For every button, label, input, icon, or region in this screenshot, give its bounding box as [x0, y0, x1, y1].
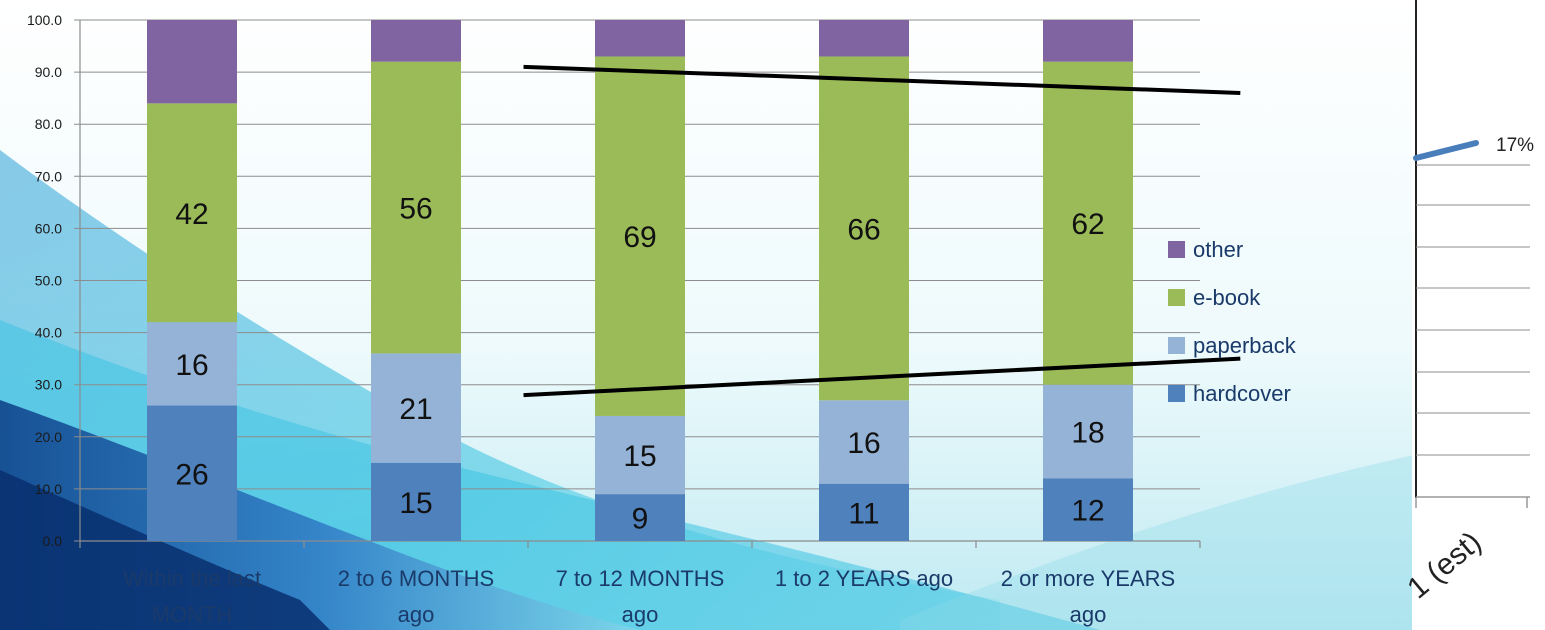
legend-label-e-book: e-book — [1193, 285, 1261, 310]
y-tick-label: 10.0 — [35, 481, 62, 497]
legend-swatch-e-book — [1168, 289, 1185, 306]
y-tick-label: 0.0 — [43, 533, 63, 549]
bar-segment-other — [595, 20, 685, 57]
bar-segment-other — [371, 20, 461, 62]
y-tick-label: 70.0 — [35, 168, 62, 184]
data-label-paperback: 15 — [623, 440, 656, 473]
category-label: ago — [398, 602, 435, 627]
bar-segment-other — [147, 20, 237, 104]
bar-segment-e-book — [371, 61, 461, 354]
bar-segment-other — [819, 20, 909, 57]
bar-segment-paperback — [147, 322, 237, 406]
data-label-e-book: 66 — [847, 213, 880, 246]
y-axis-ticks: 0.0 10.0 20.0 30.0 40.0 50.0 60.0 70.0 80.0 90.0 1… — [27, 12, 62, 549]
data-label-e-book: 69 — [623, 221, 656, 254]
data-label-paperback: 21 — [399, 393, 432, 426]
side-axis-label: 1 (est) — [1401, 525, 1487, 605]
bar-segment-paperback — [595, 415, 685, 495]
bar-segment-e-book — [819, 56, 909, 401]
y-tick-label: 20.0 — [35, 429, 62, 445]
legend-label-hardcover: hardcover — [1193, 381, 1291, 406]
y-tick-label: 90.0 — [35, 64, 62, 80]
bar-segment-e-book — [1043, 61, 1133, 385]
side-gridlines — [1416, 164, 1530, 456]
y-tick-label: 60.0 — [35, 220, 62, 236]
bar-segment-hardcover — [147, 405, 237, 541]
category-label: 2 or more YEARS — [1001, 566, 1175, 591]
bar-segment-paperback — [1043, 384, 1133, 479]
trend-line — [523, 64, 1241, 95]
side-chart-fragment: 17% 1 (est) — [1401, 0, 1534, 605]
data-label-e-book: 62 — [1071, 208, 1104, 241]
bar-segment-paperback — [819, 400, 909, 484]
data-label-hardcover: 11 — [848, 497, 879, 530]
side-percent-label: 17% — [1496, 135, 1534, 156]
data-label-paperback: 18 — [1071, 417, 1104, 450]
trend-lines — [523, 64, 1241, 398]
bar-segment-paperback — [371, 353, 461, 463]
bar-segment-hardcover — [819, 483, 909, 541]
legend: other e-book paperback hardcover — [1168, 237, 1297, 406]
bar-segment-other — [1043, 20, 1133, 62]
bars — [147, 20, 1133, 541]
category-label: 1 to 2 YEARS ago — [775, 566, 953, 591]
data-label-hardcover: 15 — [399, 487, 432, 520]
bar-segment-e-book — [147, 103, 237, 323]
y-tick-label: 100.0 — [27, 12, 62, 28]
y-tick-label: 30.0 — [35, 377, 62, 393]
trend-line — [523, 356, 1241, 398]
data-label-paperback: 16 — [175, 349, 208, 382]
category-label: MONTH — [152, 602, 233, 627]
data-label-hardcover: 12 — [1071, 495, 1104, 528]
data-labels: 26 16 42 15 21 56 9 15 69 11 16 66 12 18 62 — [175, 193, 1104, 536]
category-label: 2 to 6 MONTHS — [338, 566, 494, 591]
x-axis-categories: Within the last MONTH 2 to 6 MONTHS ago 7 to… — [123, 566, 1175, 627]
data-label-paperback: 16 — [847, 427, 880, 460]
bar-segment-e-book — [595, 56, 685, 416]
legend-swatch-other — [1168, 241, 1185, 258]
category-label: ago — [622, 602, 659, 627]
y-tick-label: 50.0 — [35, 273, 62, 289]
category-label: 7 to 12 MONTHS — [556, 566, 725, 591]
data-label-e-book: 42 — [175, 198, 208, 231]
data-label-hardcover: 9 — [632, 503, 649, 536]
category-label: Within the last — [123, 566, 261, 591]
side-series-line — [1413, 140, 1479, 161]
legend-label-other: other — [1193, 237, 1243, 262]
bar-segment-hardcover — [595, 494, 685, 541]
bar-segment-hardcover — [371, 462, 461, 541]
bar-segment-hardcover — [1043, 478, 1133, 541]
y-tick-label: 40.0 — [35, 325, 62, 341]
legend-swatch-paperback — [1168, 337, 1185, 354]
data-label-hardcover: 26 — [175, 458, 208, 491]
y-tick-label: 80.0 — [35, 116, 62, 132]
category-label: ago — [1070, 602, 1107, 627]
legend-label-paperback: paperback — [1193, 333, 1297, 358]
data-label-e-book: 56 — [399, 193, 432, 226]
legend-swatch-hardcover — [1168, 385, 1185, 402]
